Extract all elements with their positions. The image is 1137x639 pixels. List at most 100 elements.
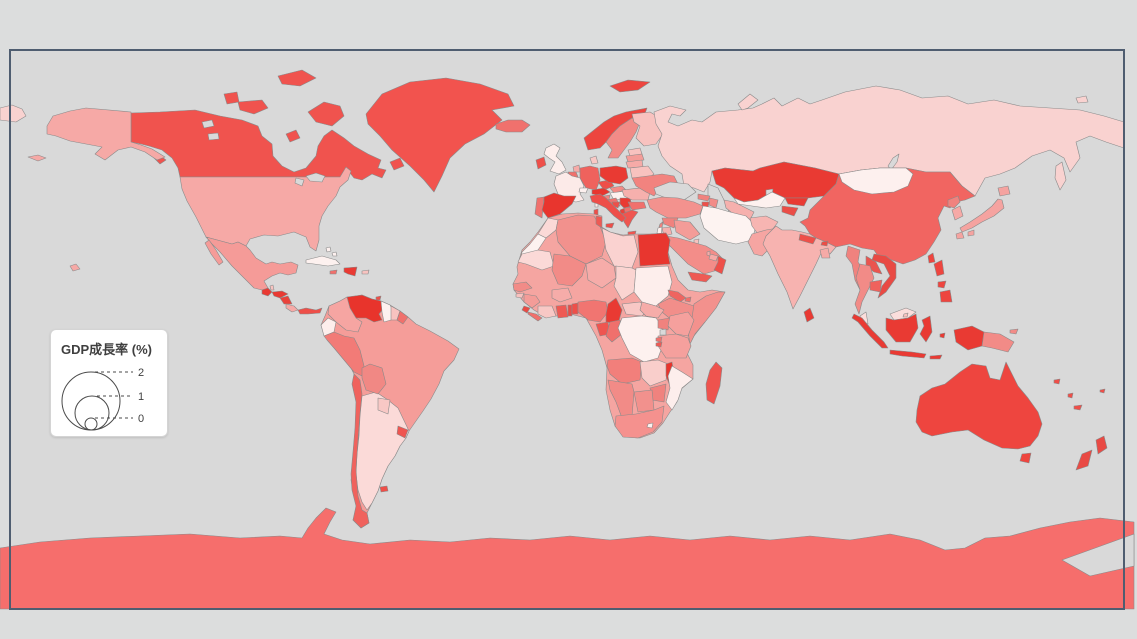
country-portugal[interactable]	[534, 196, 545, 219]
country-indonesia-maluku[interactable]	[939, 332, 946, 339]
country-south-korea[interactable]	[951, 205, 964, 221]
country-poland[interactable]	[599, 165, 629, 185]
country-solomon-islands[interactable]	[1053, 378, 1061, 385]
country-togo[interactable]	[567, 304, 573, 317]
country-nigeria[interactable]	[577, 299, 609, 323]
country-italy-sicily[interactable]	[605, 222, 615, 229]
country-chad[interactable]	[613, 265, 637, 301]
country-greece[interactable]	[621, 209, 639, 229]
country-liberia[interactable]	[527, 311, 543, 322]
country-new-zealand-south[interactable]	[1075, 449, 1093, 471]
country-ghana[interactable]	[555, 304, 569, 319]
country-indonesia-sumatra[interactable]	[851, 313, 889, 349]
country-ireland[interactable]	[535, 156, 547, 170]
country-canada-ellesmere[interactable]	[277, 69, 317, 87]
country-france[interactable]	[553, 171, 585, 203]
country-mali[interactable]	[551, 253, 587, 287]
country-philippines-luzon[interactable]	[933, 259, 945, 277]
country-bhutan[interactable]	[820, 240, 829, 247]
country-japan-kyushu[interactable]	[955, 231, 965, 240]
country-paraguay[interactable]	[377, 397, 391, 415]
country-kazakhstan[interactable]	[711, 161, 840, 203]
country-cambodia[interactable]	[869, 279, 883, 293]
country-austria[interactable]	[591, 187, 611, 197]
country-japan-hokkaido[interactable]	[997, 185, 1011, 197]
country-bahamas[interactable]	[325, 246, 332, 253]
country-north-korea[interactable]	[947, 195, 961, 209]
country-sierra-leone[interactable]	[521, 305, 531, 314]
country-benin[interactable]	[571, 302, 579, 315]
country-png-bismarck[interactable]	[1009, 328, 1019, 335]
country-south-africa[interactable]	[614, 405, 665, 439]
country-guinea-bissau[interactable]	[515, 292, 525, 299]
country-nepal[interactable]	[798, 233, 817, 245]
country-cuba[interactable]	[305, 255, 341, 267]
country-costa-rica[interactable]	[285, 303, 299, 313]
country-panama[interactable]	[297, 307, 323, 315]
country-canada-southampton[interactable]	[285, 129, 301, 143]
country-papua-new-guinea[interactable]	[981, 331, 1015, 353]
country-uae[interactable]	[708, 253, 719, 262]
country-dr-congo[interactable]	[617, 315, 665, 363]
country-jamaica[interactable]	[329, 269, 338, 275]
country-tajikistan[interactable]	[781, 205, 799, 217]
country-puerto-rico[interactable]	[361, 269, 370, 275]
country-georgia[interactable]	[697, 193, 711, 202]
country-usa-alaska[interactable]	[46, 107, 166, 161]
country-uganda[interactable]	[657, 317, 671, 331]
country-vietnam[interactable]	[871, 253, 897, 299]
country-usa-aleutians[interactable]	[27, 154, 47, 162]
country-switzerland[interactable]	[578, 187, 589, 194]
country-lesotho[interactable]	[646, 422, 654, 429]
country-cote-divoire[interactable]	[537, 305, 557, 319]
country-bangladesh[interactable]	[819, 247, 831, 259]
country-indonesia-sulawesi[interactable]	[919, 315, 933, 343]
country-chile[interactable]	[350, 373, 370, 529]
country-madagascar[interactable]	[705, 361, 723, 405]
country-indonesia-java[interactable]	[889, 349, 927, 359]
country-kyrgyzstan[interactable]	[784, 197, 809, 207]
country-spain[interactable]	[541, 192, 577, 219]
country-mexico-baja[interactable]	[204, 239, 224, 266]
country-united-kingdom[interactable]	[543, 143, 567, 175]
country-falkland-islands[interactable]	[379, 485, 389, 493]
country-djibouti[interactable]	[684, 296, 692, 303]
country-trinidad[interactable]	[375, 295, 382, 301]
country-eritrea[interactable]	[667, 289, 687, 303]
country-bahamas-2[interactable]	[331, 251, 338, 257]
country-canada-victoria[interactable]	[237, 99, 269, 115]
country-mongolia[interactable]	[838, 167, 914, 195]
country-philippines-mindanao[interactable]	[939, 289, 953, 303]
country-tanzania[interactable]	[657, 333, 692, 359]
country-vanuatu[interactable]	[1067, 392, 1074, 399]
country-canada-newfoundland[interactable]	[389, 157, 405, 171]
country-burkina-faso[interactable]	[551, 287, 573, 303]
country-denmark[interactable]	[589, 155, 599, 165]
country-mozambique[interactable]	[665, 365, 694, 411]
country-svalbard[interactable]	[609, 79, 651, 93]
country-russia-chukotka[interactable]	[0, 104, 27, 123]
country-russia-sakhalin[interactable]	[1054, 161, 1067, 191]
country-fiji[interactable]	[1099, 388, 1106, 394]
country-honduras[interactable]	[271, 290, 289, 299]
country-senegal[interactable]	[512, 281, 533, 293]
country-canada-baffin[interactable]	[307, 101, 345, 127]
country-congo[interactable]	[605, 319, 623, 343]
country-zambia[interactable]	[639, 359, 669, 387]
country-rwanda[interactable]	[655, 336, 663, 343]
country-brunei[interactable]	[902, 312, 909, 318]
country-algeria[interactable]	[555, 214, 607, 265]
country-angola[interactable]	[606, 357, 643, 385]
country-colombia[interactable]	[327, 296, 363, 333]
country-egypt[interactable]	[637, 232, 671, 267]
country-china[interactable]	[799, 167, 976, 265]
country-malaysia-borneo[interactable]	[889, 307, 917, 321]
country-bolivia[interactable]	[361, 363, 387, 395]
country-belize[interactable]	[269, 284, 275, 291]
country-nicaragua[interactable]	[279, 295, 293, 305]
country-sweden[interactable]	[605, 117, 641, 159]
country-turkmenistan[interactable]	[723, 199, 755, 221]
country-indonesia-kalimantan[interactable]	[885, 313, 919, 343]
country-oman[interactable]	[713, 255, 727, 275]
country-guatemala[interactable]	[261, 287, 273, 297]
